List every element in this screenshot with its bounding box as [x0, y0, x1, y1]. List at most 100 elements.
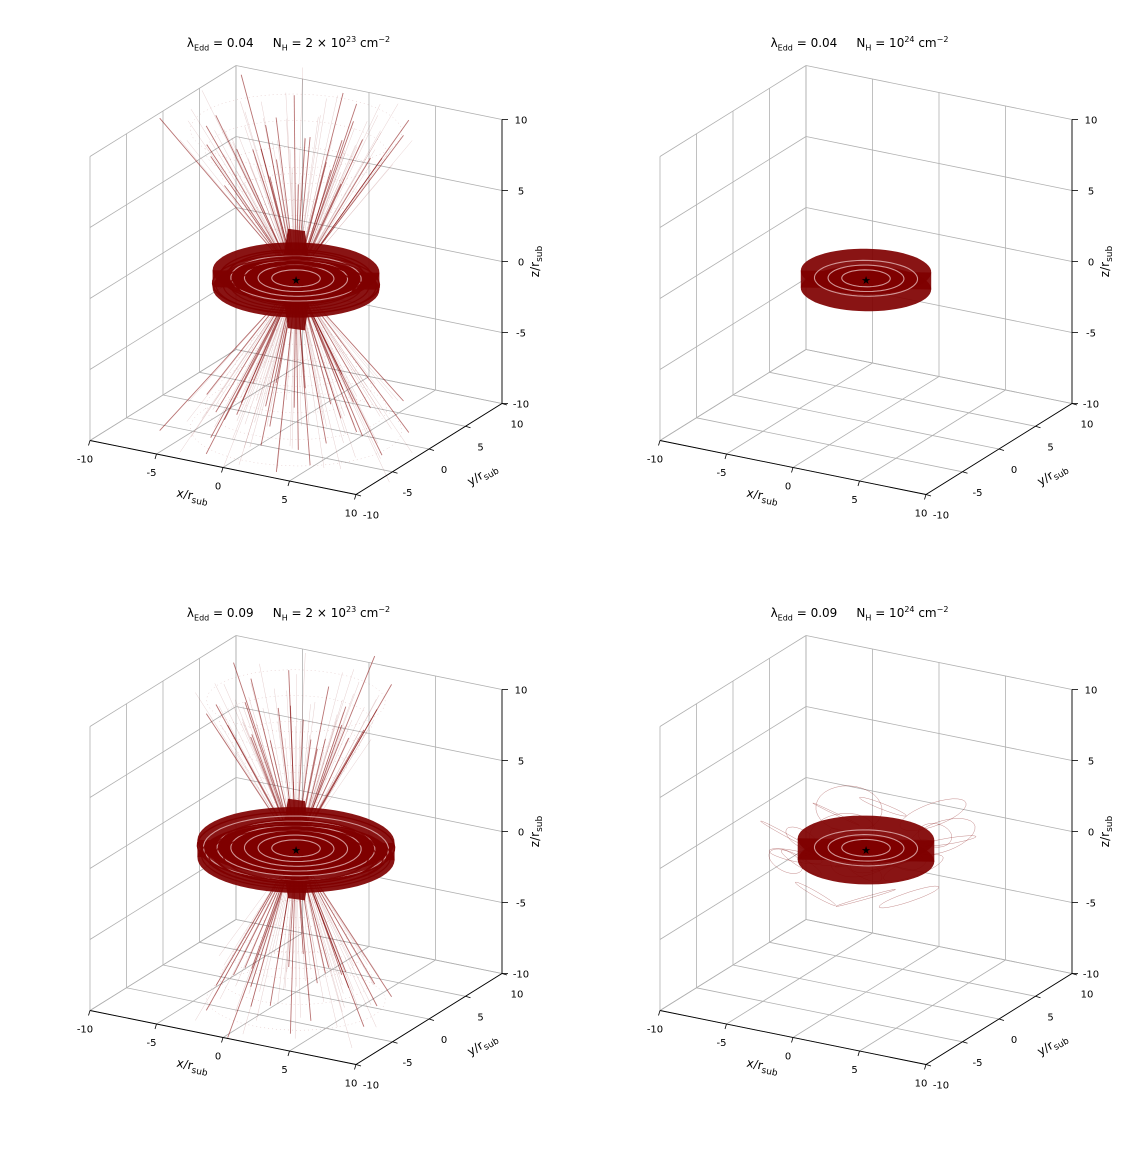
orbit-ring — [200, 822, 392, 890]
grid-line — [235, 919, 503, 974]
outflow-shell — [250, 327, 342, 360]
z-axis-label: z/rsub — [528, 816, 545, 848]
outflow-shell — [220, 146, 372, 201]
grid-line — [235, 65, 503, 120]
y-tick — [1035, 995, 1041, 999]
panel-title: λEdd = 0.04 NH = 1024 cm−2 — [770, 35, 949, 53]
x-tick — [724, 1023, 727, 1030]
y-tick — [1071, 403, 1078, 406]
z-tick-label: 5 — [1088, 187, 1094, 198]
grid-line — [235, 706, 503, 761]
disk-ring — [827, 264, 905, 293]
grid-line — [769, 941, 1036, 997]
z-tick-label: -5 — [1086, 329, 1096, 340]
y-axis-label-sub: sub — [1052, 466, 1071, 483]
grid-line — [235, 136, 503, 191]
y-tick — [355, 1064, 362, 1067]
disk-ring — [813, 259, 919, 297]
z-axis-label-sub: sub — [535, 816, 545, 832]
disk-side — [212, 270, 380, 290]
y-tick-label: -10 — [363, 511, 379, 522]
disk-ring — [271, 839, 321, 858]
y-tick-label: -5 — [973, 488, 983, 499]
z-tick-label: -5 — [1086, 899, 1096, 910]
outflow-shell — [190, 93, 402, 169]
trajectory-group: ★ — [195, 652, 396, 1049]
disk-ring — [257, 834, 335, 863]
x-tick-label: 0 — [215, 1052, 221, 1063]
orbit-ring — [229, 262, 363, 310]
y-tick-label: -10 — [933, 1081, 949, 1092]
central-star-icon: ★ — [861, 844, 871, 857]
z-axis-label-sub: sub — [1105, 816, 1115, 832]
z-tick-label: -5 — [516, 899, 526, 910]
x-tick — [924, 1064, 927, 1070]
grid-line — [805, 777, 1073, 832]
y-tick-label: 10 — [511, 420, 524, 431]
panel-top-right: -10 -10 -10 -5 -5 -5 0 0 0 5 5 5 10 10 10 x/rsub y/rsub z… — [647, 65, 1115, 522]
outflow-shell — [206, 967, 386, 1031]
scattered-loop — [878, 885, 939, 909]
z-tick-label: 5 — [518, 187, 524, 198]
x-tick-label: 0 — [785, 482, 791, 493]
panel-bottom-left: -10 -10 -10 -5 -5 -5 0 0 0 5 5 5 10 10 10 x/rsub y/rsub z… — [77, 635, 545, 1092]
y-tick — [501, 403, 508, 406]
z-tick-label: 0 — [1088, 828, 1094, 839]
x-tick-label: 10 — [915, 509, 928, 520]
y-tick — [465, 425, 471, 429]
scattered-loop — [835, 889, 896, 907]
grid-line — [805, 635, 1073, 690]
grid-line — [162, 964, 430, 1020]
x-tick-label: 0 — [785, 1052, 791, 1063]
scattered-loop — [859, 796, 907, 817]
x-axis-label-sub: sub — [761, 496, 779, 509]
outflow-shell — [265, 311, 327, 334]
disk-side — [797, 838, 935, 862]
y-tick — [428, 1018, 435, 1021]
y-tick-label: 5 — [477, 1012, 483, 1023]
outflow-shell — [220, 359, 372, 414]
orbit-ring — [237, 264, 355, 307]
x-tick-label: 0 — [215, 482, 221, 493]
x-tick — [221, 467, 224, 473]
outflow-streamline — [298, 288, 390, 483]
grid-lines — [659, 65, 1073, 495]
panel-title: λEdd = 0.09 NH = 1024 cm−2 — [770, 605, 949, 623]
scattered-loop — [795, 881, 836, 906]
z-tick-label: 10 — [1085, 686, 1098, 697]
x-tick — [724, 453, 727, 460]
z-axis-label: z/rsub — [1098, 816, 1115, 848]
y-tick — [925, 1064, 932, 1067]
x-tick-label: 10 — [345, 509, 358, 520]
panel-bottom-right: -10 -10 -10 -5 -5 -5 0 0 0 5 5 5 10 10 10 x/rsub y/rsub z… — [647, 635, 1115, 1092]
outflow-streamline — [223, 288, 294, 467]
x-tick-label: -5 — [717, 468, 727, 479]
y-tick — [465, 995, 471, 999]
x-axis-label: x/rsub — [745, 1056, 780, 1079]
x-tick-label: 5 — [281, 1065, 287, 1076]
y-tick — [1071, 973, 1078, 976]
grid-line — [659, 706, 807, 798]
grid-line — [732, 964, 1000, 1020]
grid-line — [659, 207, 807, 299]
disk-ring — [230, 825, 362, 872]
y-axis-label: y/rsub — [465, 1030, 502, 1061]
x-tick — [857, 480, 860, 487]
grid-line — [89, 777, 237, 869]
outflow-shell — [219, 950, 373, 1005]
z-tick-label: -10 — [1083, 400, 1099, 411]
grid-line — [235, 777, 503, 832]
x-tick — [88, 440, 91, 446]
disk-ring — [243, 829, 349, 867]
y-tick — [501, 973, 508, 976]
orbit-ring — [215, 257, 377, 315]
y-tick-label: 0 — [1011, 1035, 1017, 1046]
y-tick-label: 10 — [1081, 420, 1094, 431]
disk-ring — [841, 838, 891, 857]
x-axis-label-sub: sub — [761, 1066, 779, 1079]
x-axis-label: x/rsub — [745, 486, 780, 509]
y-tick — [428, 448, 435, 451]
grid-line — [235, 349, 503, 404]
x-axis-label-sub: sub — [191, 1066, 209, 1079]
z-tick-label: -10 — [513, 970, 529, 981]
